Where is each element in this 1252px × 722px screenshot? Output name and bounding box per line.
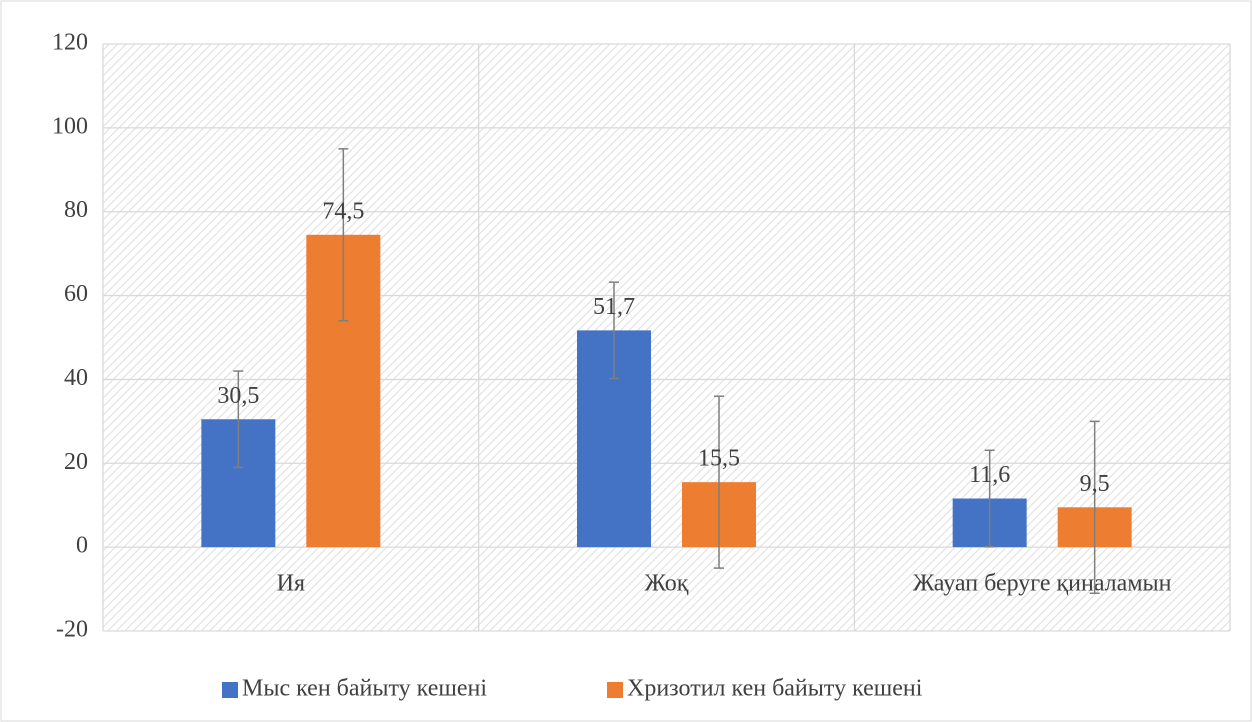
legend-label: Хризотил кен байыту кешені (627, 676, 923, 702)
data-label: 51,7 (593, 294, 635, 320)
data-label: 30,5 (217, 383, 259, 409)
data-label: 11,6 (969, 462, 1010, 488)
legend-label: Мыс кен байыту кешені (242, 676, 487, 702)
x-tick-label: Жоқ (645, 571, 689, 597)
plot-area (103, 44, 1230, 631)
x-tick-label: Ия (277, 571, 305, 597)
y-tick-label: 80 (64, 197, 88, 223)
data-label: 74,5 (322, 198, 364, 224)
y-tick-label: 120 (52, 30, 88, 56)
x-tick-label: Жауап беруге қиналамын (913, 571, 1172, 597)
y-tick-label: 40 (64, 365, 88, 391)
y-tick-label: -20 (56, 617, 88, 643)
y-tick-label: 100 (52, 113, 88, 139)
y-tick-label: 0 (76, 533, 88, 559)
y-tick-label: 20 (64, 449, 88, 475)
y-tick-label: 60 (64, 281, 88, 307)
data-label: 15,5 (698, 446, 740, 472)
legend-swatch (222, 682, 238, 698)
legend-swatch (607, 682, 623, 698)
data-label: 9,5 (1080, 471, 1110, 497)
